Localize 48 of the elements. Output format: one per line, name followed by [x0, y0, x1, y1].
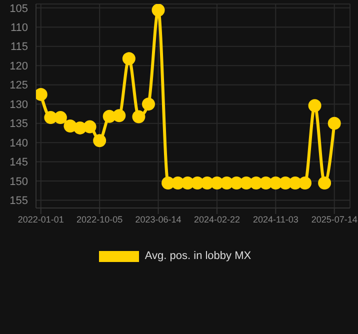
point	[93, 134, 106, 148]
point	[74, 121, 87, 134]
point	[152, 4, 165, 17]
point	[230, 176, 244, 190]
y-tick-label: 150	[10, 176, 28, 188]
point	[132, 110, 146, 124]
point	[162, 176, 175, 190]
point	[83, 120, 96, 134]
point	[318, 176, 332, 190]
point	[181, 176, 194, 190]
point	[298, 176, 312, 190]
point	[171, 176, 184, 190]
y-tick-label: 130	[10, 98, 28, 111]
point	[64, 120, 77, 133]
point	[122, 52, 136, 66]
y-tick-label: 120	[10, 60, 28, 72]
point	[278, 176, 292, 190]
y-tick-label: 105	[10, 2, 28, 15]
point	[200, 176, 214, 190]
y-tick-label: 155	[10, 195, 28, 208]
x-tick-label: 2022-10-05	[76, 214, 123, 224]
y-tick-label: 115	[10, 41, 28, 54]
y-tick-label: 110	[10, 22, 28, 34]
point	[210, 176, 224, 190]
x-tick-label: 2023-06-14	[135, 214, 182, 224]
point	[142, 98, 155, 111]
point	[328, 116, 341, 130]
point	[288, 176, 302, 190]
point	[269, 176, 282, 190]
point	[259, 176, 272, 190]
point	[240, 176, 253, 190]
legend-label: Avg. pos. in lobby MX	[144, 250, 252, 262]
point	[220, 176, 234, 190]
y-tick-label: 125	[10, 80, 28, 92]
x-tick-label: 2024-02-22	[194, 214, 240, 224]
point	[44, 111, 58, 124]
y-tick-label: 135	[10, 118, 28, 130]
y-tick-label: 140	[10, 137, 28, 150]
point	[54, 111, 67, 124]
point	[102, 110, 116, 123]
x-tick-label: 2022-01-01	[18, 214, 64, 224]
point	[250, 176, 263, 190]
point	[308, 99, 322, 112]
point	[112, 109, 126, 122]
x-tick-label: 2024-11-03	[252, 214, 298, 224]
point	[190, 176, 204, 190]
y-tick-label: 145	[10, 156, 28, 169]
x-tick-label: 2025-07-14	[311, 214, 358, 224]
